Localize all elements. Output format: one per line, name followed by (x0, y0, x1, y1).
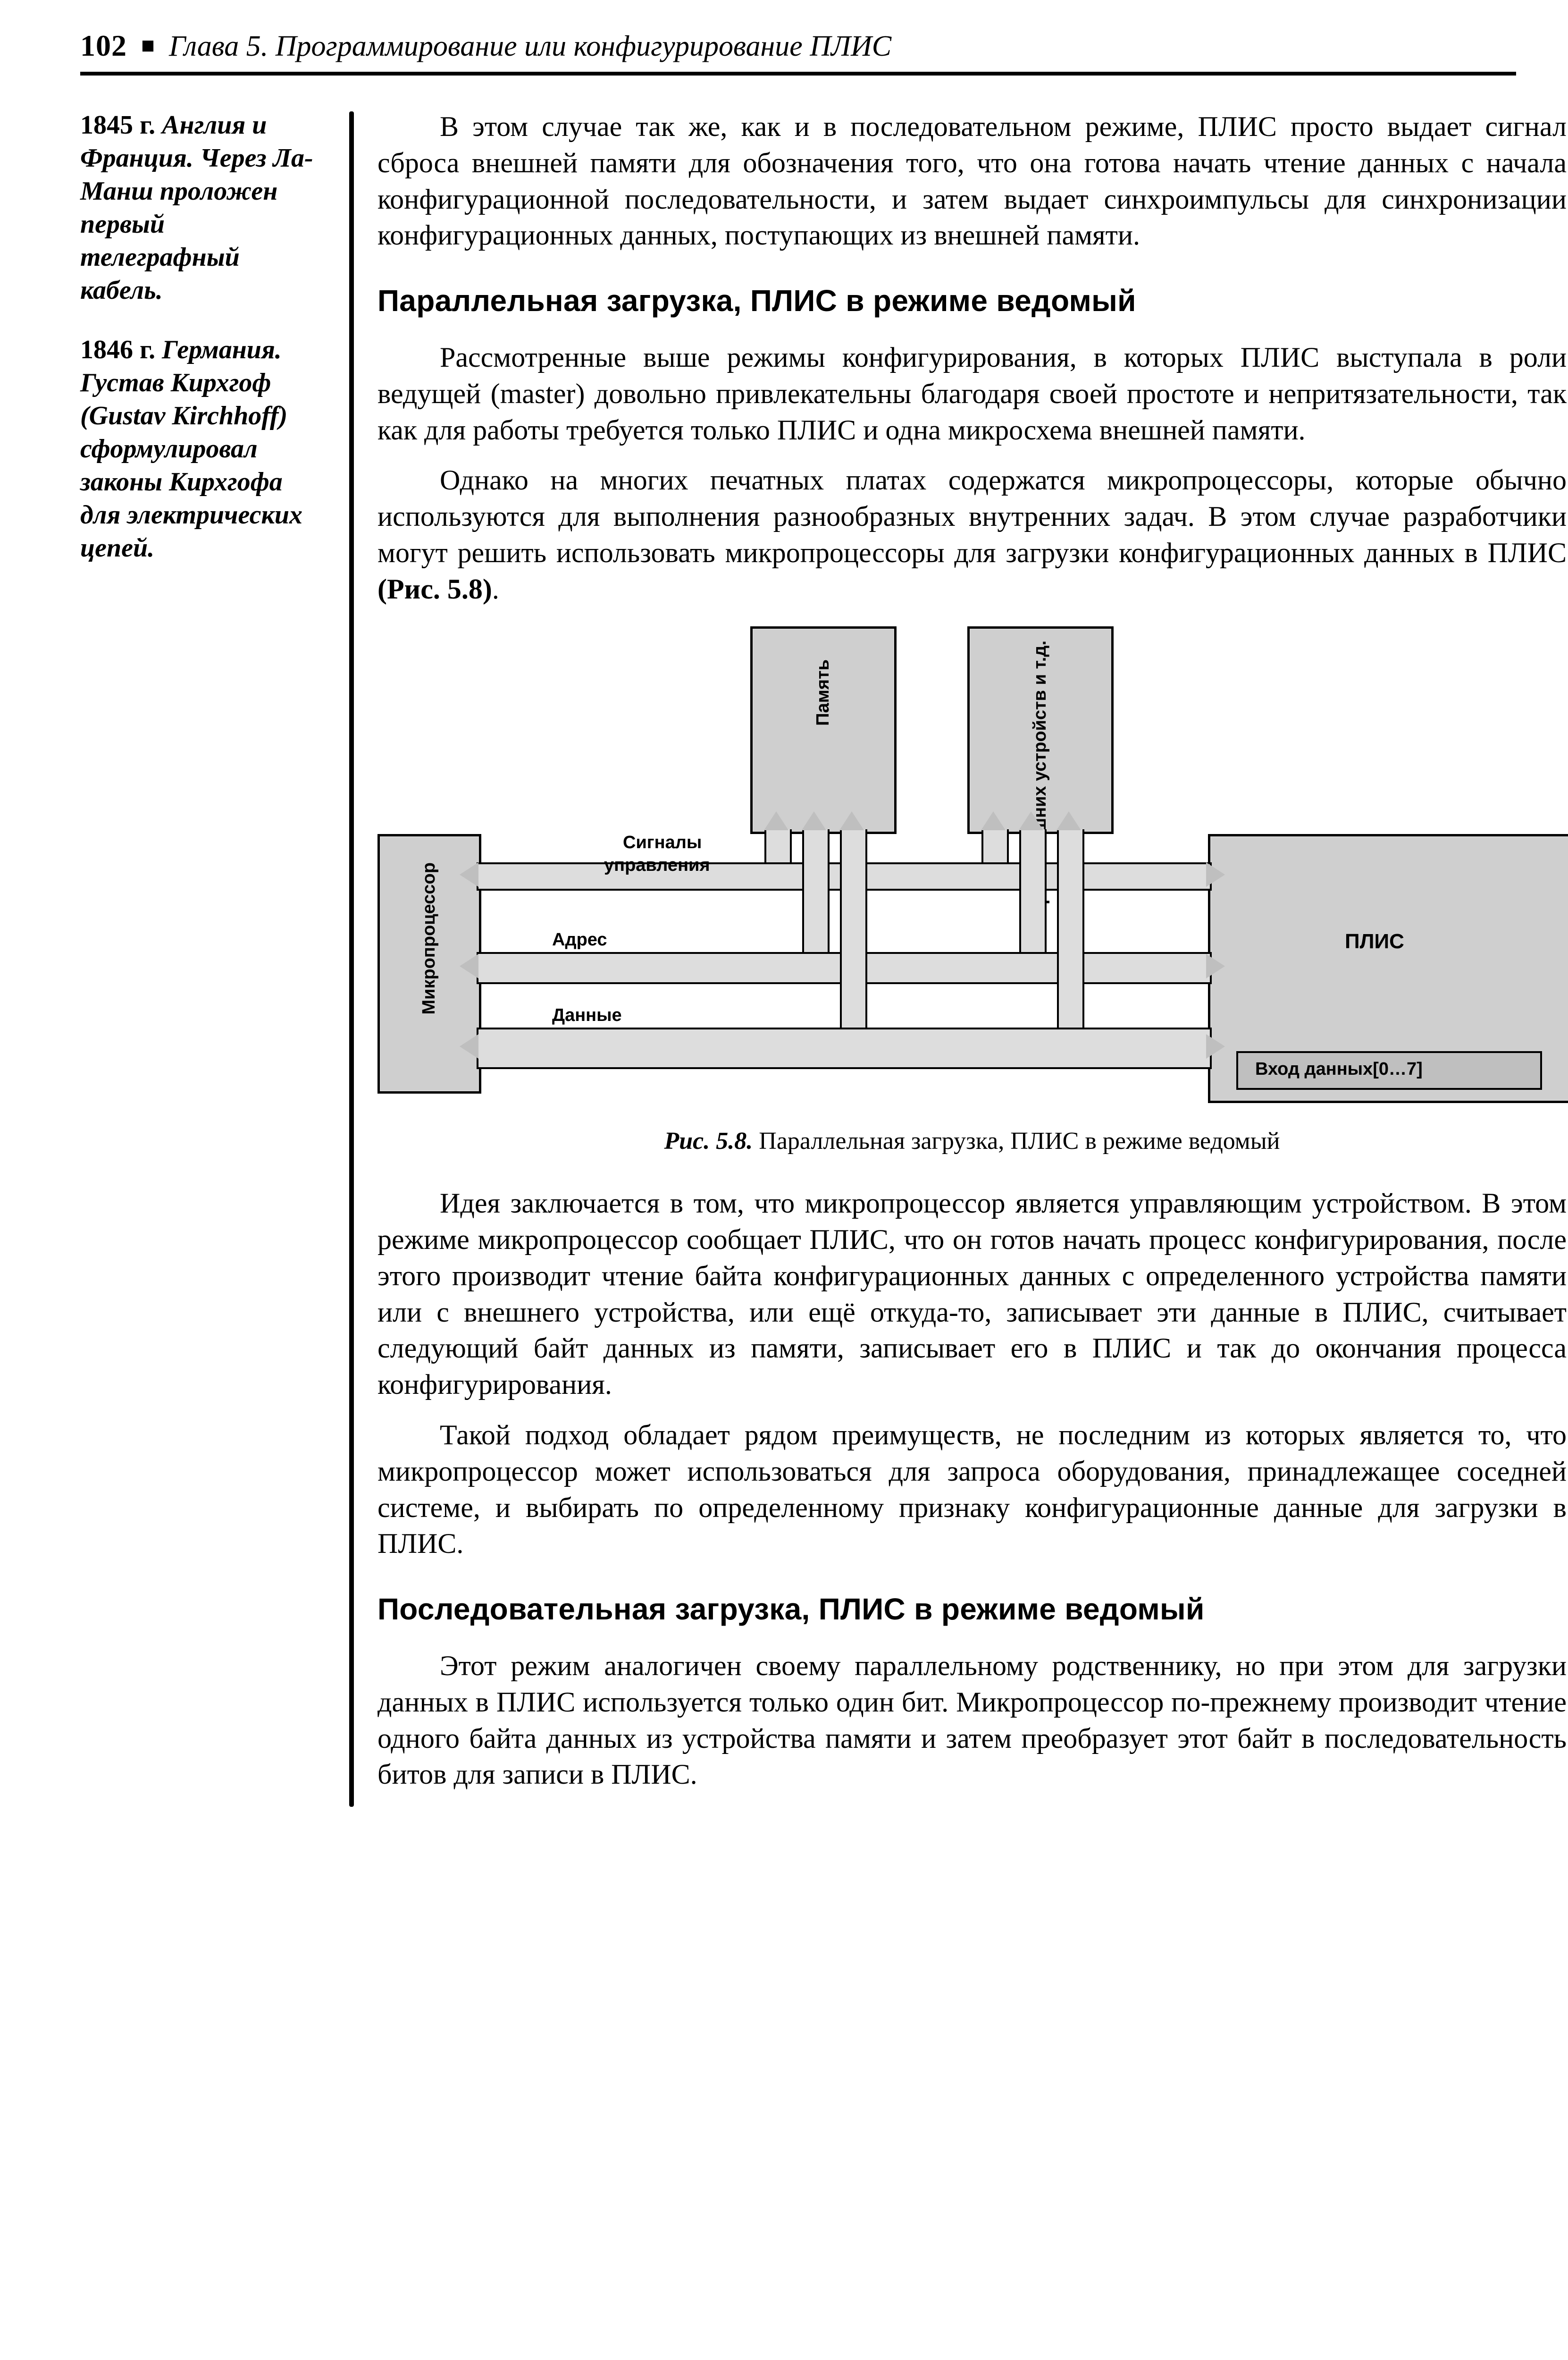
paragraph: Этот режим аналогичен своему параллельно… (377, 1648, 1567, 1793)
section-heading: Последовательная загрузка, ПЛИС в режиме… (377, 1590, 1567, 1629)
text-run: . (492, 573, 499, 605)
text-run: Однако на многих печатных платах содержа… (377, 464, 1567, 568)
running-head: 102 ■ Глава 5. Программирование или конф… (80, 28, 1516, 76)
vertical-rule (349, 111, 354, 1807)
two-column-layout: 1845 г. Англия и Франция. Через Ла-Манш … (80, 109, 1516, 1807)
page: 102 ■ Глава 5. Программирование или конф… (0, 0, 1568, 2360)
margin-note: 1845 г. Англия и Франция. Через Ла-Манш … (80, 109, 326, 307)
paragraph: Такой подход обладает рядом преимуществ,… (377, 1417, 1567, 1562)
paragraph: Однако на многих печатных платах содержа… (377, 462, 1567, 607)
page-number: 102 (80, 28, 127, 63)
square-bullet: ■ (141, 33, 155, 59)
figure-5-8: МикропроцессорПамятьПорты внешних устрой… (377, 626, 1567, 1157)
block-memory (750, 626, 897, 834)
bus-riser (840, 829, 867, 1028)
diagram-label: Микропроцессор (418, 862, 441, 1015)
bus-riser (1019, 829, 1047, 952)
caption-text: Параллельная загрузка, ПЛИС в режиме вед… (753, 1128, 1280, 1155)
diagram-label: Данные (552, 1004, 622, 1027)
section-heading: Параллельная загрузка, ПЛИС в режиме вед… (377, 282, 1567, 320)
diagram-label: Вход данных[0…7] (1255, 1058, 1423, 1081)
margin-note: 1846 г. Германия. Густав Кирхгоф (Gustav… (80, 333, 326, 565)
caption-prefix: Рис. 5.8. (664, 1128, 753, 1155)
diagram-label: Адрес (552, 928, 607, 952)
paragraph: В этом случае так же, как и в последоват… (377, 109, 1567, 253)
figure-caption: Рис. 5.8. Параллельная загрузка, ПЛИС в … (377, 1126, 1567, 1157)
diagram-label: ПЛИС (1345, 928, 1404, 955)
chapter-title: Глава 5. Программирование или конфигурир… (169, 30, 891, 63)
diagram-label: Сигналы (623, 831, 702, 854)
bus-riser (764, 829, 792, 862)
diagram-label: Память (812, 659, 835, 726)
figure-canvas: МикропроцессорПамятьПорты внешних устрой… (377, 626, 1567, 1113)
diagram-label: управления (604, 854, 710, 877)
main-column: В этом случае так же, как и в последоват… (377, 109, 1567, 1807)
bus-riser (802, 829, 830, 952)
bus-riser (981, 829, 1009, 862)
bus-riser (1057, 829, 1084, 1028)
note-text: Германия. Густав Кирхгоф (Gustav Kirchho… (80, 335, 302, 563)
bus (477, 1028, 1212, 1069)
note-year: 1845 г. (80, 110, 155, 140)
paragraph: Идея заключается в том, что микропроцесс… (377, 1185, 1567, 1403)
margin-notes: 1845 г. Англия и Франция. Через Ла-Манш … (80, 109, 326, 1807)
note-year: 1846 г. (80, 335, 155, 364)
figure-ref: (Рис. 5.8) (377, 573, 492, 605)
paragraph: Рассмотренные выше режимы конфигурирован… (377, 339, 1567, 448)
